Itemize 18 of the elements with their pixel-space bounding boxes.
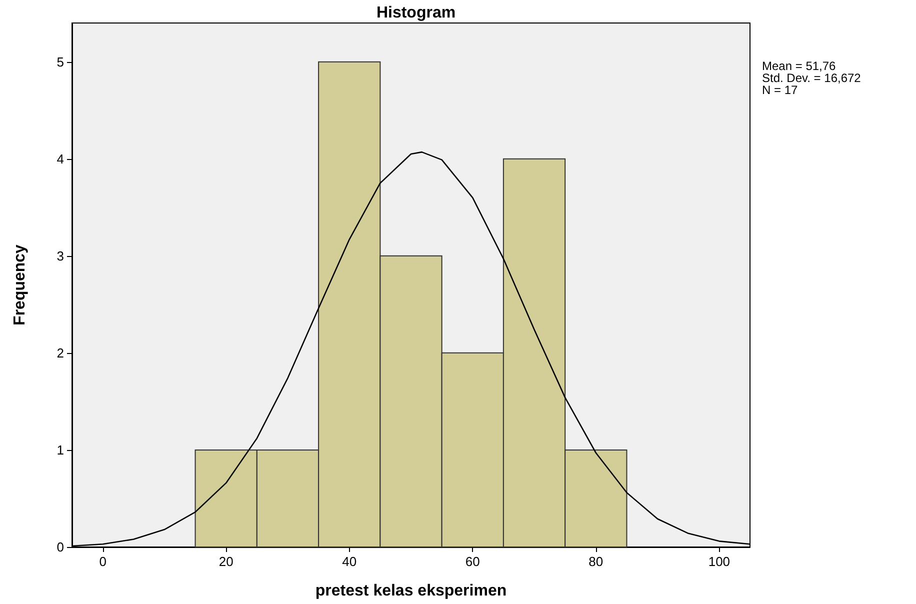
y-tick-label: 4 [56, 151, 64, 166]
text: N = 17 [762, 83, 798, 97]
y-tick-label: 1 [56, 442, 64, 458]
text: Mean = 51,76 [762, 59, 836, 73]
text: Std. Dev. = 16,672 [762, 71, 862, 85]
x-tick-label: 80 [588, 554, 604, 569]
y-axis-title: Frequency [12, 244, 28, 326]
x-tick-label: 40 [342, 554, 357, 569]
y-tick-label: 2 [56, 345, 64, 360]
x-tick-label: 100 [708, 554, 730, 569]
x-axis-title: pretest kelas eksperimen [315, 582, 507, 600]
x-tick-label: 0 [99, 554, 106, 569]
chart-title: Histogram [376, 4, 456, 22]
x-tick-label: 20 [218, 554, 234, 569]
y-tick-label: 5 [56, 54, 64, 70]
y-tick-label: 3 [56, 248, 64, 264]
y-tick-label: 0 [56, 540, 64, 554]
x-tick-label: 60 [465, 554, 480, 569]
